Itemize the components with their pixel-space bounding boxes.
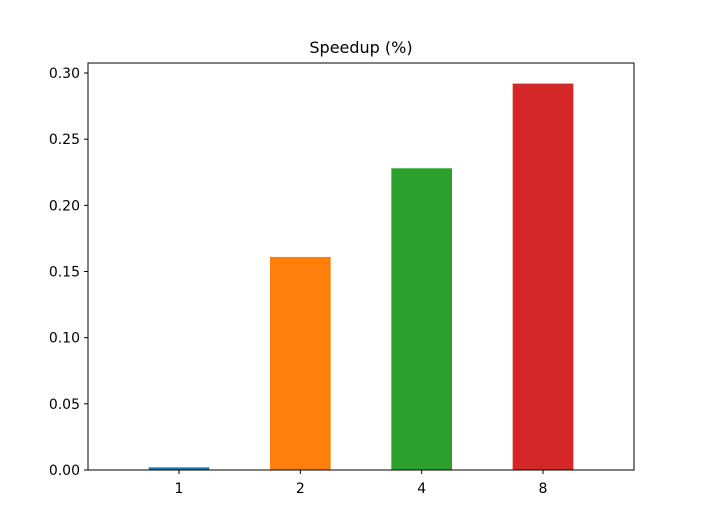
plot-frame — [87, 62, 635, 471]
bar-8 — [512, 83, 574, 470]
bar-4 — [391, 168, 452, 470]
x-tick-label: 2 — [296, 481, 305, 497]
y-tick-label: 0.20 — [49, 198, 80, 214]
y-tick-label: 0.05 — [49, 397, 80, 413]
x-tick-label: 4 — [417, 481, 426, 497]
y-tick-label: 0.10 — [49, 331, 80, 347]
y-tick-label: 0.15 — [49, 265, 80, 281]
bars-group — [148, 83, 574, 470]
x-tick-label: 8 — [539, 481, 548, 497]
y-tick-label: 0.30 — [49, 66, 80, 82]
y-axis: 0.00 0.05 0.10 0.15 0.20 0.25 0.30 — [49, 66, 88, 479]
y-tick-label: 0.00 — [49, 463, 80, 479]
chart-title: Speedup (%) — [309, 38, 412, 57]
y-tick-label: 0.25 — [49, 132, 80, 148]
bar-2 — [270, 256, 331, 470]
x-axis: 1 2 4 8 — [175, 470, 548, 497]
bar-1 — [148, 467, 210, 470]
x-tick-label: 1 — [175, 481, 184, 497]
